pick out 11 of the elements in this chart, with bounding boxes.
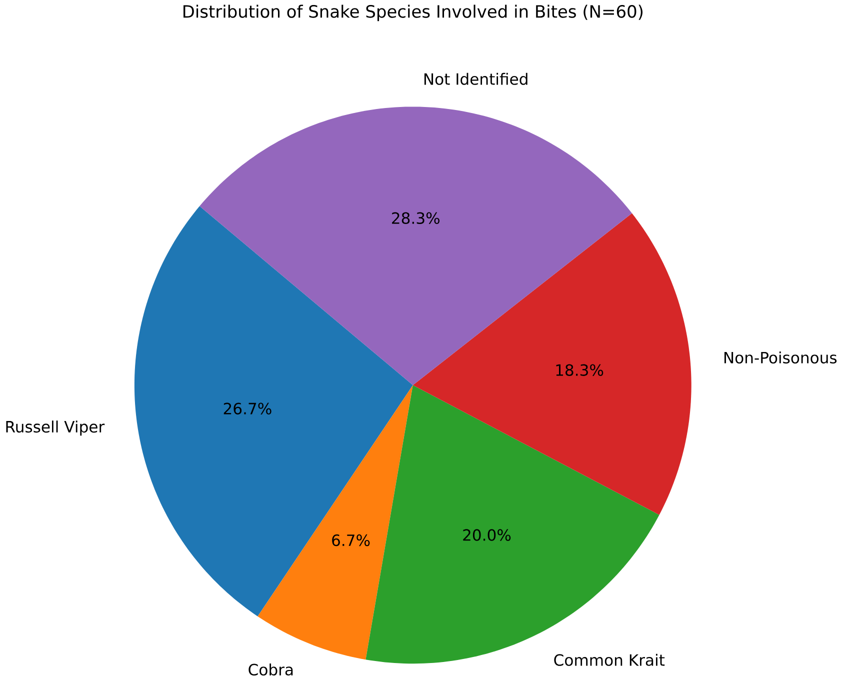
data-label: 18.3% [556, 364, 604, 376]
slice-label: Non-Poisonous [724, 351, 837, 364]
slice-label: Russell Viper [6, 420, 105, 436]
data-label: 28.3% [392, 212, 440, 224]
slice-label: Not Identified [424, 72, 528, 85]
data-label: 6.7% [332, 534, 370, 546]
slice-label: Common Krait [554, 654, 665, 666]
data-label: 20.0% [463, 529, 511, 541]
chart-title: Distribution of Snake Species Involved in Bites (N=60) [184, 4, 643, 22]
slice-label: Cobra [248, 663, 293, 676]
data-label: 26.7% [224, 402, 272, 414]
